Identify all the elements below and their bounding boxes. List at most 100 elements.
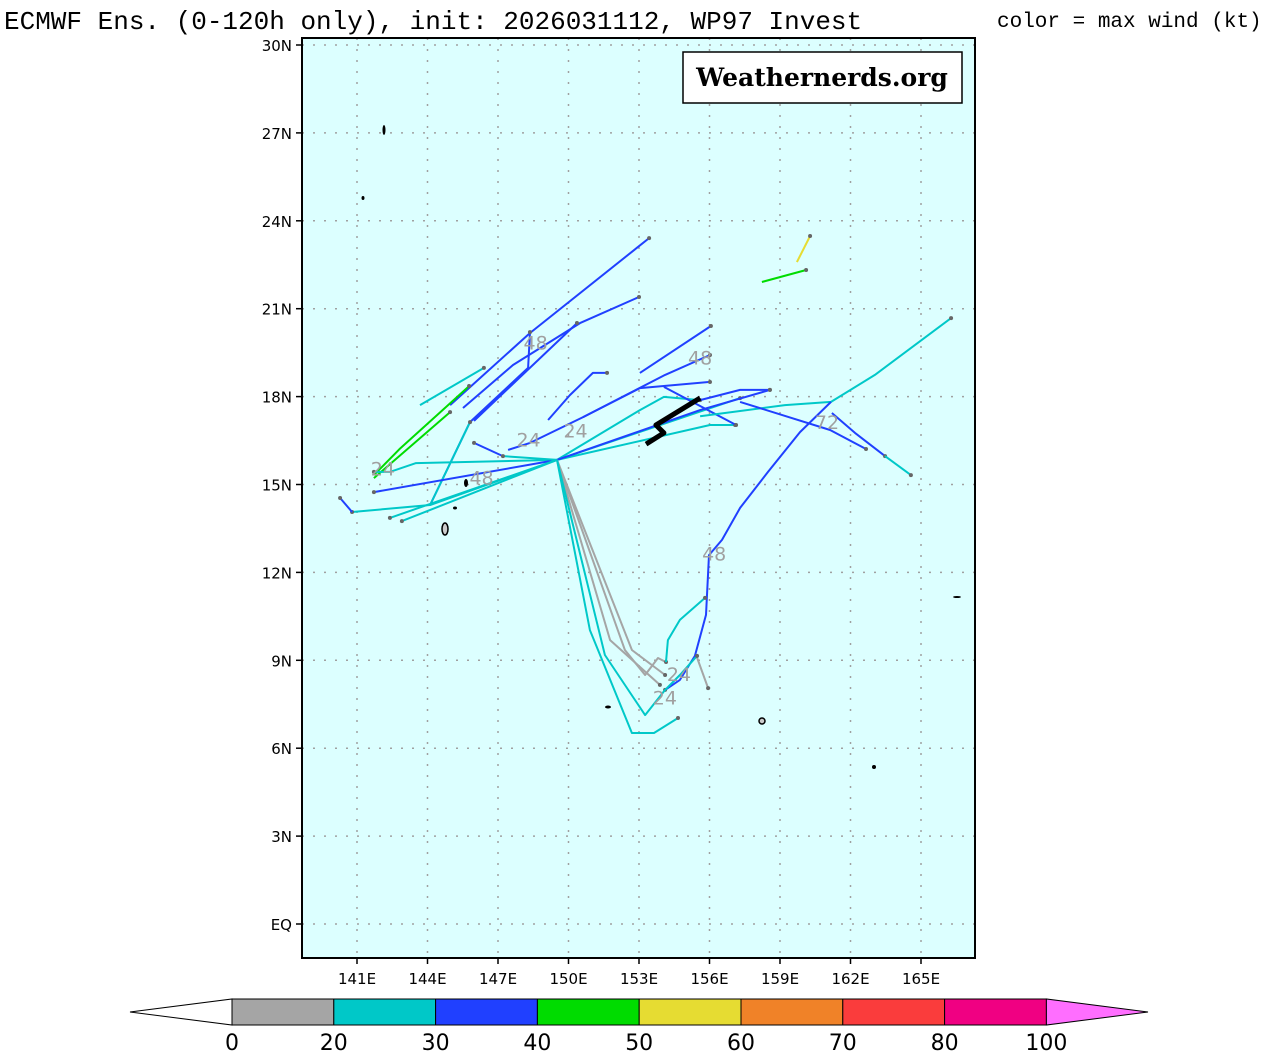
island	[453, 506, 457, 510]
ensemble-track-gray	[556, 459, 667, 676]
lon-tick-label: 141E	[338, 970, 376, 988]
lat-tick-label: 30N	[262, 37, 292, 55]
colorbar: 0 20 30 40 50 60 70 80 100	[129, 998, 1149, 1056]
track-end-dot	[448, 410, 453, 415]
track-end-dot	[574, 321, 579, 326]
track-end-dot	[472, 440, 477, 445]
ensemble-track-cyan	[556, 395, 701, 461]
track-end-dot	[676, 716, 681, 721]
island	[758, 717, 766, 725]
ensemble-track-gray	[695, 654, 710, 689]
forecast-hour-label: 48	[688, 347, 712, 369]
colorbar-bin	[435, 998, 538, 1026]
ensemble-track-cyan	[401, 458, 558, 523]
lon-tick-label: 144E	[408, 970, 446, 988]
colorbar-label: 80	[931, 1031, 959, 1056]
lat-tick-label: 9N	[271, 652, 292, 670]
ensemble-track-blue	[582, 354, 711, 418]
track-end-dot	[707, 352, 712, 357]
colorbar-label: 70	[829, 1031, 857, 1056]
lat-tick-label: 24N	[262, 213, 292, 231]
map-title: ECMWF Ens. (0-120h only), init: 20260311…	[4, 7, 862, 37]
ensemble-track-green	[761, 269, 807, 283]
colorbar-bin	[944, 998, 1047, 1026]
ensemble-track-cyan	[389, 458, 558, 519]
track-end-dot	[864, 447, 869, 452]
lat-tick-label: 21N	[262, 301, 292, 319]
island	[953, 596, 961, 598]
ensemble-track-gray	[556, 459, 666, 676]
ensemble-track-blue	[556, 388, 771, 461]
ensemble-track-cyan	[419, 367, 485, 406]
track-end-dot	[387, 515, 392, 520]
ensemble-track-blue	[739, 400, 867, 450]
track-end-dot	[708, 323, 713, 328]
colorbar-label: 50	[625, 1031, 653, 1056]
lat-tick-label: 3N	[271, 828, 292, 846]
colorbar-label: 0	[225, 1031, 239, 1056]
track-end-dot	[663, 672, 668, 677]
forecast-hour-label: 24	[667, 664, 691, 686]
ensemble-track-cyan	[373, 458, 558, 473]
ensemble-track-cyan	[429, 421, 471, 506]
track-end-dot	[804, 268, 809, 273]
ensemble-track-blue	[473, 322, 578, 422]
ensemble-track-yellow	[796, 235, 811, 263]
forecast-hour-label: 24	[653, 687, 677, 709]
colorbar-label: 20	[320, 1031, 348, 1056]
island	[605, 705, 611, 709]
lon-tick-label: 162E	[831, 970, 869, 988]
track-end-dot	[908, 473, 913, 478]
ocean-background	[302, 38, 975, 958]
lat-tick-label: 18N	[262, 389, 292, 407]
ensemble-track-blue	[831, 412, 886, 457]
colorbar-label: 100	[1025, 1031, 1067, 1056]
ensemble-track-blue	[473, 441, 504, 458]
track-end-dot	[399, 519, 404, 524]
colorbar-bin	[333, 998, 437, 1026]
ensemble-track-blue	[373, 458, 558, 494]
ensemble-track-blue	[547, 371, 607, 421]
forecast-hour-label: 48	[524, 333, 548, 355]
guam-island	[441, 522, 449, 536]
ensemble-track-blue	[339, 497, 353, 513]
island	[464, 479, 468, 487]
track-end-dot	[527, 330, 532, 335]
forecast-hour-label: 48	[702, 544, 726, 566]
track-end-dot	[808, 234, 813, 239]
forecast-hour-label: 72	[815, 412, 839, 434]
ensemble-track-green	[373, 411, 451, 479]
track-end-dot	[468, 420, 473, 425]
colorbar-bin	[740, 998, 844, 1026]
track-end-dot	[481, 365, 486, 370]
track-end-dot	[371, 469, 376, 474]
colorbar-bin	[638, 998, 742, 1026]
ensemble-track-blue	[699, 388, 770, 402]
lon-tick-label: 153E	[620, 970, 658, 988]
colorbar-over-arrow	[1045, 998, 1149, 1026]
track-end-dot	[467, 384, 472, 389]
ensemble-mean-track	[644, 395, 702, 447]
track-end-dot	[734, 423, 739, 428]
colorbar-label: 60	[727, 1031, 755, 1056]
ensemble-track-cyan	[556, 459, 698, 717]
ensemble-track-gray	[556, 459, 661, 686]
island	[382, 125, 386, 135]
ensemble-track-cyan	[502, 455, 558, 461]
ensemble-track-cyan	[884, 455, 912, 476]
island	[361, 196, 365, 200]
lat-tick-label: EQ	[271, 916, 292, 934]
track-end-dot	[949, 316, 954, 321]
ensemble-track-blue	[639, 325, 712, 374]
ensemble-track-cyan	[556, 459, 679, 734]
track-end-dot	[657, 682, 662, 687]
lat-tick-label: 6N	[271, 740, 292, 758]
lon-tick-label: 150E	[549, 970, 587, 988]
track-end-dot	[338, 495, 343, 500]
lat-tick-label: 27N	[262, 125, 292, 143]
forecast-hour-label: 24	[516, 429, 540, 451]
ensemble-track-cyan	[556, 424, 736, 461]
watermark: Weathernerds.org	[682, 51, 963, 104]
